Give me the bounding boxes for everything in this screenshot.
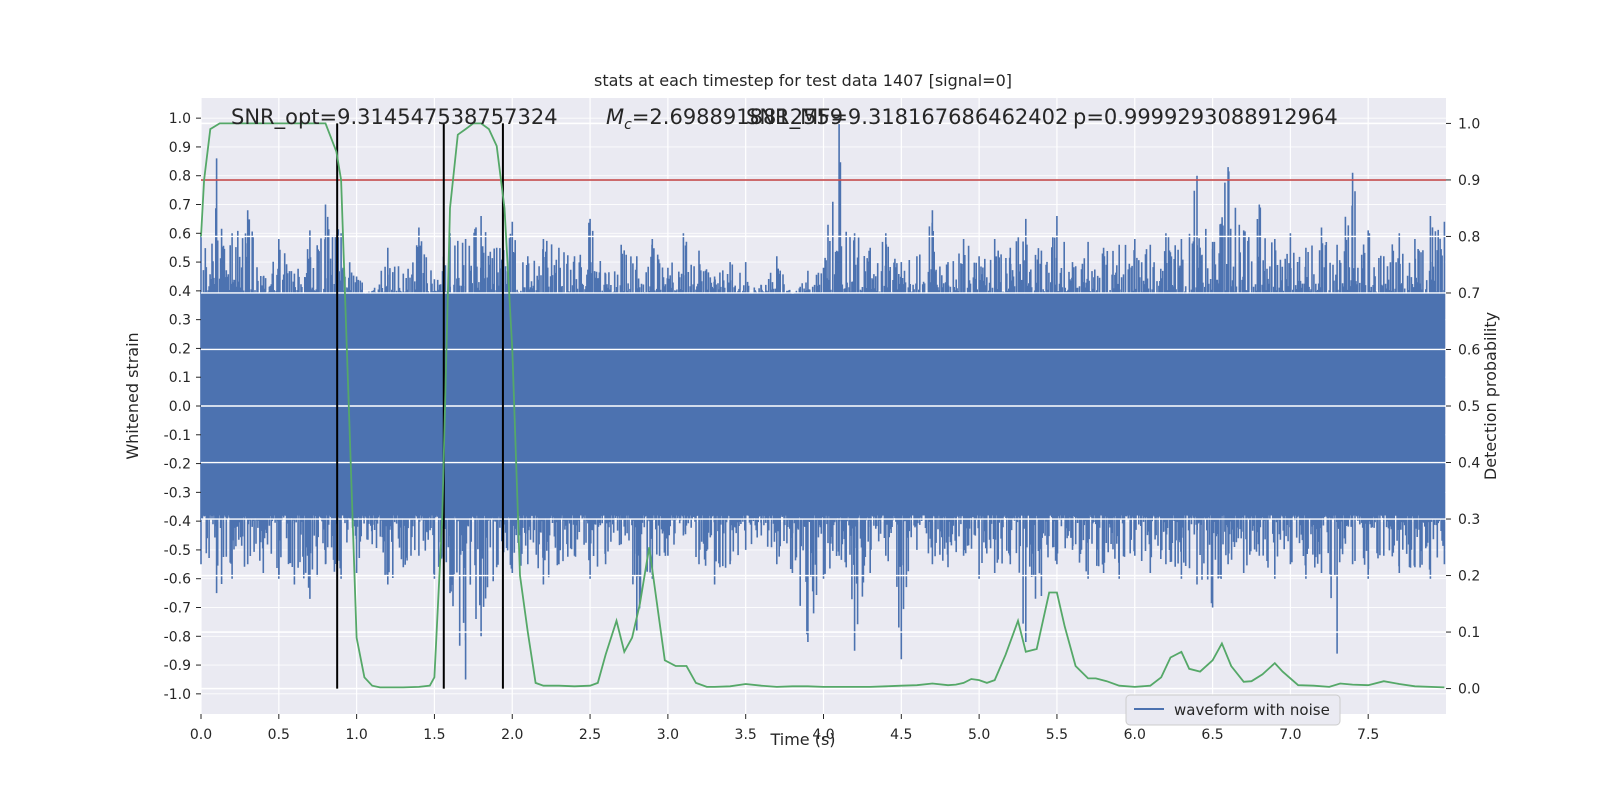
annotation-mc-symbol: M (606, 105, 624, 129)
y-right-tick-label: 0.3 (1458, 512, 1480, 528)
y-left-tick-label: -0.9 (164, 658, 191, 674)
y-left-tick-label: 0.5 (169, 255, 191, 271)
y-left-tick-label: 0.0 (169, 399, 191, 415)
x-tick-label: 4.5 (890, 727, 912, 743)
y-right-tick-label: 0.5 (1458, 399, 1480, 415)
x-tick-label: 6.0 (1124, 727, 1146, 743)
x-tick-label: 2.0 (501, 727, 523, 743)
y-left-tick-label: 0.9 (169, 140, 191, 156)
y-left-tick-label: -0.6 (164, 572, 191, 588)
y-left-tick-label: -0.5 (164, 543, 191, 559)
legend: waveform with noise (1125, 694, 1341, 726)
vertical-markers (336, 123, 504, 689)
x-tick-label: 2.5 (579, 727, 601, 743)
y-right-tick-label: 0.2 (1458, 569, 1480, 585)
y-right-tick-label: 0.0 (1458, 682, 1480, 698)
x-tick-label: 7.5 (1357, 727, 1379, 743)
annotation-mc-value: =2.6988918812559 (632, 105, 843, 129)
y-right-tick-label: 0.7 (1458, 286, 1480, 302)
legend-box (1125, 694, 1341, 726)
x-tick-label: 6.5 (1201, 727, 1223, 743)
waveform-dense-band (201, 293, 1445, 516)
annotation-snr-mf: SNR_MF=9.318167686462402 (746, 105, 1068, 130)
x-tick-label: 3.0 (657, 727, 679, 743)
probability-series (200, 122, 1445, 689)
y-left-tick-label: 0.4 (169, 284, 191, 300)
annotation-mc-sub: c (624, 117, 632, 133)
chart-title: stats at each timestep for test data 140… (594, 71, 1012, 90)
y-right-tick-label: 1.0 (1458, 116, 1480, 132)
x-tick-label: 5.5 (1046, 727, 1068, 743)
y-right-tick-label: 0.9 (1458, 173, 1480, 189)
annotation-p: p=0.9999293088912964 (1073, 105, 1338, 129)
waveform-series (200, 118, 1446, 690)
y-left-tick-label: -0.3 (164, 485, 191, 501)
y-right-tick-label: 0.8 (1458, 229, 1480, 245)
y-right-tick-label: 0.4 (1458, 456, 1480, 472)
x-tick-label: 1.5 (423, 727, 445, 743)
x-tick-label: 4.0 (812, 727, 834, 743)
y-left-tick-label: -0.7 (164, 600, 191, 616)
annotation-mc: Mc=2.6988918812559 (606, 105, 843, 133)
y-left-tick-label: -0.8 (164, 629, 191, 645)
y-left-tick-label: 0.8 (169, 169, 191, 185)
x-tick-label: 5.0 (968, 727, 990, 743)
y-left-tick-label: -0.4 (164, 514, 191, 530)
y-left-tick-label: -0.1 (164, 428, 191, 444)
y-left-tick-label: 0.2 (169, 341, 191, 357)
y-left-tick-label: 0.1 (169, 370, 191, 386)
y-left-tick-label: -0.2 (164, 457, 191, 473)
x-tick-label: 7.0 (1279, 727, 1301, 743)
x-tick-label: 3.5 (735, 727, 757, 743)
probability-line (200, 122, 1445, 689)
y-axis-label-left: Whitened strain (123, 332, 142, 459)
y-left-tick-label: -1.0 (164, 687, 191, 703)
y-axis-label-right: Detection probability (1481, 312, 1500, 480)
annotation-snr-opt: SNR_opt=9.314547538757324 (231, 105, 558, 130)
x-tick-label: 1.0 (345, 727, 367, 743)
y-left-tick-label: 0.3 (169, 313, 191, 329)
y-right-tick-label: 0.6 (1458, 342, 1480, 358)
y-right-tick-label: 0.1 (1458, 625, 1480, 641)
x-tick-label: 0.0 (190, 727, 212, 743)
x-axis-label: Time (s) (769, 730, 835, 749)
tick-labels: 0.0 0.5 1.0 1.5 2.0 2.5 3.0 3.5 4.0 4.5 5.0 5.5 6.0 6… (164, 111, 1481, 743)
x-tick-label: 0.5 (268, 727, 290, 743)
y-left-tick-label: 0.6 (169, 226, 191, 242)
y-left-tick-label: 1.0 (169, 111, 191, 127)
legend-label: waveform with noise (1174, 701, 1330, 719)
y-left-tick-label: 0.7 (169, 198, 191, 214)
